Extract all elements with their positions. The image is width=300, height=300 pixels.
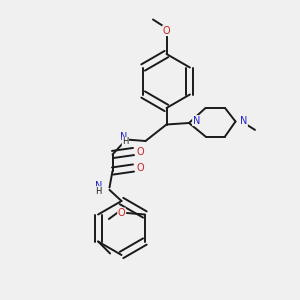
Text: O: O xyxy=(136,163,144,173)
Text: O: O xyxy=(136,146,144,157)
Text: H: H xyxy=(122,137,129,146)
Text: N: N xyxy=(94,181,102,191)
Text: O: O xyxy=(163,26,170,36)
Text: N: N xyxy=(240,116,247,127)
Text: H: H xyxy=(95,187,101,196)
Text: N: N xyxy=(120,131,127,142)
Text: O: O xyxy=(118,208,125,218)
Text: N: N xyxy=(193,116,200,126)
